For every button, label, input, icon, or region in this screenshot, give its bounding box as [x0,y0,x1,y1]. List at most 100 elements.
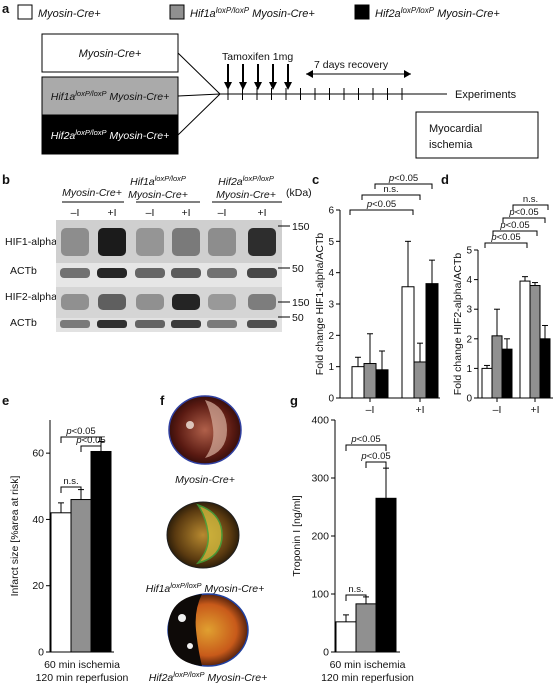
legend-label-control: Myosin-Cre+ [38,8,101,20]
blot-band-hif2a [208,294,236,310]
y-tick-label: 4 [328,268,334,279]
blot-condition-label: +I [257,207,266,219]
significance-bracket [60,486,82,493]
legend-swatch-hif2a [354,4,370,20]
y-tick-label: 60 [32,448,44,460]
y-tick-label: 0 [323,647,329,659]
blot-row-label-actb-2: ACTb [10,317,37,329]
x-axis-label-1: 60 min ischemia [330,659,406,671]
group-label-hif2a: Hif2aloxP/loxP Myosin-Cre+ [51,128,170,142]
y-tick-label: 1 [328,362,334,373]
panel-label-e: e [2,393,9,408]
bar [90,450,112,653]
recovery-label: 7 days recovery [314,59,389,71]
y-tick-label: 0 [328,394,334,405]
y-tick-label: 2 [466,334,472,345]
tamoxifen-arrowhead [269,82,277,90]
blot-band-hif1a [61,228,89,256]
significance-bracket [349,209,414,215]
y-tick-label: 100 [311,589,329,601]
significance-label: p<0.05 [360,451,390,462]
blot-band-actb-1 [60,268,90,278]
significance-bracket [374,183,433,189]
bar [529,285,541,399]
blot-strip-hif2a [56,287,282,319]
legend: Myosin-Cre+ Hif1aloxP/loxP Myosin-Cre+ H… [17,4,500,20]
legend-swatch-hif1a [169,4,185,20]
blot-band-actb-2 [97,320,127,328]
blot-row-label-hif2a: HIF2-alpha [5,291,57,303]
legend-label-hif1a: Hif1aloxP/loxP Myosin-Cre+ [190,6,315,20]
blot-band-hif2a [248,294,276,310]
bar [355,603,377,653]
y-tick-label: 6 [328,206,334,217]
significance-bracket [492,230,538,236]
bar [413,361,427,399]
outcome-box [415,111,539,159]
connector-control [177,52,221,95]
x-group-label: +I [415,404,424,416]
y-tick-label: 5 [328,237,334,248]
bar [335,621,357,653]
x-group-label: +I [530,404,539,416]
x-axis-label-2: 120 min reperfusion [321,672,414,684]
group-box-hif2a [41,115,179,155]
tamoxifen-arrowhead [239,82,247,90]
blot-band-hif1a [248,228,276,256]
heart-label-hif2a: Hif2aloxP/loxP Myosin-Cre+ [149,670,268,684]
legend-swatch-control [17,4,33,20]
y-axis-label: Fold change HIF1-alpha/ACTb [314,233,326,376]
bar [351,366,365,399]
blot-condition-label: +I [107,207,116,219]
blot-group-label-hif1a-2: Myosin-Cre+ [128,189,188,201]
y-tick-label: 0 [38,647,44,659]
blot-band-hif2a [98,294,126,310]
significance-label: p<0.05 [75,435,105,446]
chart-g: 0 100 200 300 400 Troponin I [ng/ml] 60 min is… [291,415,414,685]
blot-marker-label: 150 [292,297,310,309]
blot-condition-label: –I [71,207,80,219]
outcome-line-1: Myocardial [429,123,482,135]
significance-bracket [80,445,102,452]
bar [375,369,389,399]
significance-label: p<0.05 [65,426,95,437]
connector-hif2a [177,93,221,136]
tamoxifen-arrowhead [224,82,232,90]
significance-bracket [512,204,549,210]
blot-band-actb-2 [60,320,90,328]
panel-label-b: b [2,172,10,187]
bar [481,367,493,399]
significance-label: n.s. [523,194,538,205]
bar [401,286,415,399]
blot-band-actb-2 [135,320,165,328]
bar [50,512,72,653]
significance-label: n.s. [348,584,363,595]
x-axis-label-2: 120 min reperfusion [36,672,129,684]
tamoxifen-arrows [224,64,292,90]
y-tick-label: 3 [328,300,334,311]
blot-marker-label: 50 [292,263,304,275]
blot-band-hif1a [172,228,200,256]
blot-group-label-control: Myosin-Cre+ [62,187,122,199]
blot-group-label-hif1a: Hif1aloxP/loxP [130,174,186,188]
significance-bracket [365,461,387,468]
significance-label: p<0.05 [366,199,396,210]
bar [425,283,439,399]
significance-bracket [502,217,546,223]
chart-e: 0 20 40 60 Infarct size [%area at risk] 60 mi… [9,420,129,684]
x-axis-label-1: 60 min ischemia [44,659,120,671]
chart-c: 0 1 2 3 4 5 6 Fold change HIF1-alpha/ACTb –I +I p<… [314,173,440,416]
connector-hif1a [177,93,221,97]
x-group-label: –I [366,404,375,416]
blot-row-label-actb-1: ACTb [10,265,37,277]
y-tick-label: 5 [466,246,472,257]
significance-bracket [484,242,528,248]
legend-label-hif2a: Hif2aloxP/loxP Myosin-Cre+ [375,6,500,20]
blot-marker-label: 50 [292,312,304,324]
y-axis-label: Infarct size [%area at risk] [9,476,21,597]
blot-strip-actb-1 [56,263,282,287]
bar [539,338,551,399]
x-group-label: –I [493,404,502,416]
heart-label-hif1a: Hif1aloxP/loxP Myosin-Cre+ [146,581,265,595]
